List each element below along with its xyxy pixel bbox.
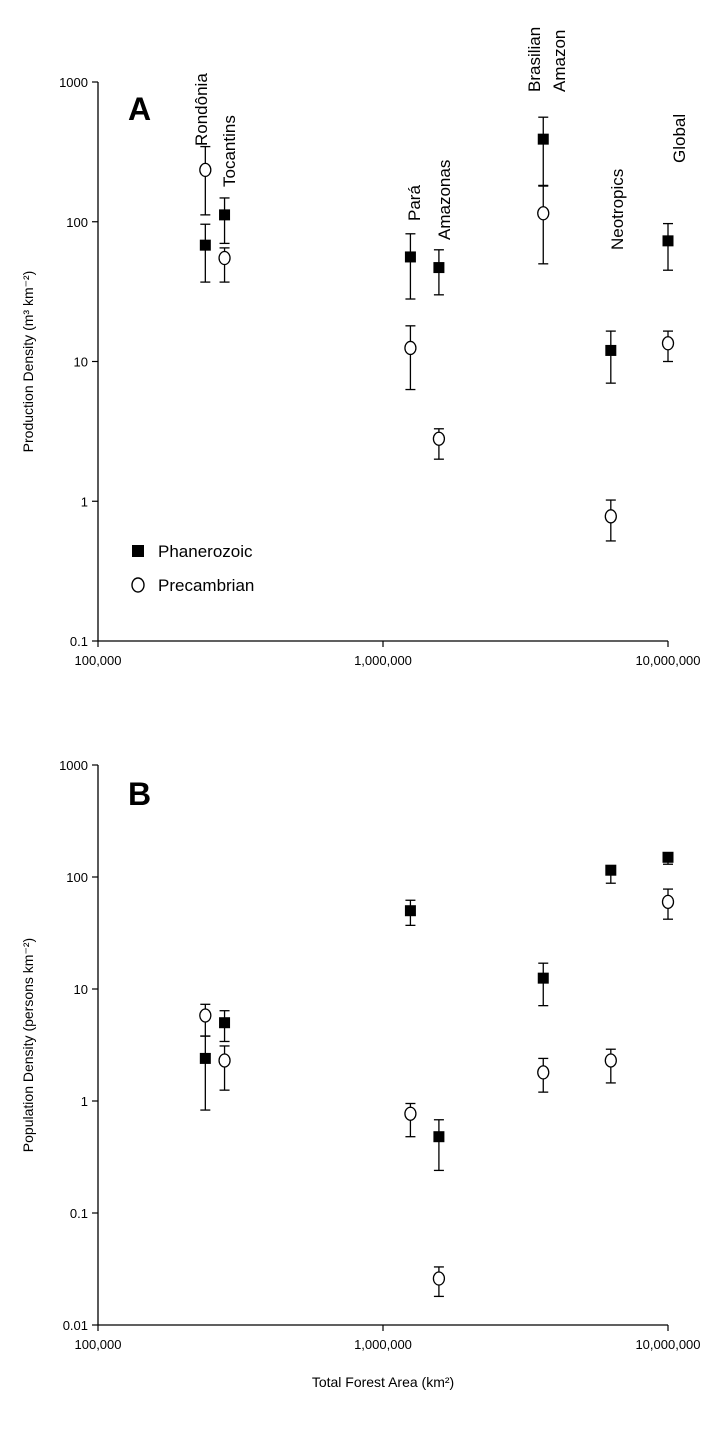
- data-point: [404, 1106, 417, 1121]
- x-tick-label: 100,000: [75, 1337, 122, 1352]
- legend-marker-phanerozoic: [132, 545, 144, 557]
- region-label: Brasilian: [525, 27, 544, 92]
- data-point: [433, 262, 445, 274]
- data-point: [219, 1017, 231, 1029]
- x-tick-label: 10,000,000: [635, 1337, 700, 1352]
- x-tick-label: 1,000,000: [354, 1337, 412, 1352]
- legend-marker-precambrian: [131, 577, 145, 593]
- region-label: Tocantins: [220, 115, 239, 187]
- data-point: [604, 1053, 617, 1068]
- data-point: [537, 972, 549, 984]
- y-tick-label: 0.01: [63, 1318, 88, 1333]
- y-axis-label: Production Density (m³ km⁻²): [20, 271, 36, 453]
- data-point: [661, 894, 675, 909]
- data-point: [537, 133, 549, 145]
- legend: Phanerozoic Precambrian: [131, 542, 254, 595]
- legend-label: Phanerozoic: [158, 542, 253, 561]
- data-point: [662, 235, 674, 247]
- region-label: Rondônia: [192, 73, 211, 146]
- data-point: [605, 864, 617, 876]
- data-point: [537, 206, 550, 221]
- y-tick-label: 100: [66, 215, 88, 230]
- region-label: Amazon: [550, 30, 569, 92]
- data-point: [662, 851, 674, 863]
- y-tick-label: 0.1: [70, 634, 88, 649]
- x-tick-label: 10,000,000: [635, 653, 700, 668]
- data-point: [433, 1131, 445, 1143]
- data-point: [199, 1052, 211, 1064]
- data-point: [432, 1271, 446, 1286]
- data-point: [604, 509, 617, 524]
- panel-A: 0.1 1 10 100 1000 100,000 1,000,000 10,000,000 P…: [20, 27, 701, 668]
- y-tick-label: 1000: [59, 758, 88, 773]
- panel-label: B: [128, 776, 151, 812]
- y-tick-label: 1: [81, 1094, 88, 1109]
- data-point: [199, 1008, 212, 1023]
- region-label: Global: [670, 114, 689, 163]
- data-point: [404, 340, 417, 356]
- y-tick-label: 0.1: [70, 1206, 88, 1221]
- region-label: Amazonas: [435, 160, 454, 240]
- series-phanerozoic: [199, 851, 674, 1172]
- y-tick-label: 1: [81, 494, 88, 509]
- x-tick-label: 100,000: [75, 653, 122, 668]
- data-point: [404, 251, 416, 263]
- data-point: [432, 431, 446, 446]
- x-tick-label: 1,000,000: [354, 653, 412, 668]
- data-point: [218, 250, 231, 266]
- legend-label: Precambrian: [158, 576, 254, 595]
- x-axis-label: Total Forest Area (km²): [312, 1374, 454, 1390]
- series-precambrian: [199, 888, 675, 1298]
- region-label: Pará: [405, 185, 424, 221]
- y-tick-label: 10: [74, 355, 88, 370]
- region-label: Neotropics: [608, 169, 627, 250]
- y-tick-label: 100: [66, 870, 88, 885]
- series-precambrian: [199, 145, 675, 542]
- y-tick-label: 1000: [59, 75, 88, 90]
- data-point: [537, 1065, 550, 1080]
- data-point: [199, 162, 212, 178]
- y-tick-label: 10: [74, 982, 88, 997]
- data-point: [404, 905, 416, 917]
- series-phanerozoic: [199, 116, 674, 384]
- y-axis-label: Population Density (persons km⁻²): [20, 938, 36, 1152]
- panel-B: 0.01 0.1 1 10 100 1000 100,000 1,000,000 10,000,…: [20, 758, 701, 1390]
- data-point: [605, 344, 617, 356]
- data-point: [661, 336, 675, 351]
- data-point: [218, 1053, 231, 1068]
- data-point: [219, 209, 231, 221]
- data-point: [199, 239, 211, 251]
- panel-label: A: [128, 91, 151, 127]
